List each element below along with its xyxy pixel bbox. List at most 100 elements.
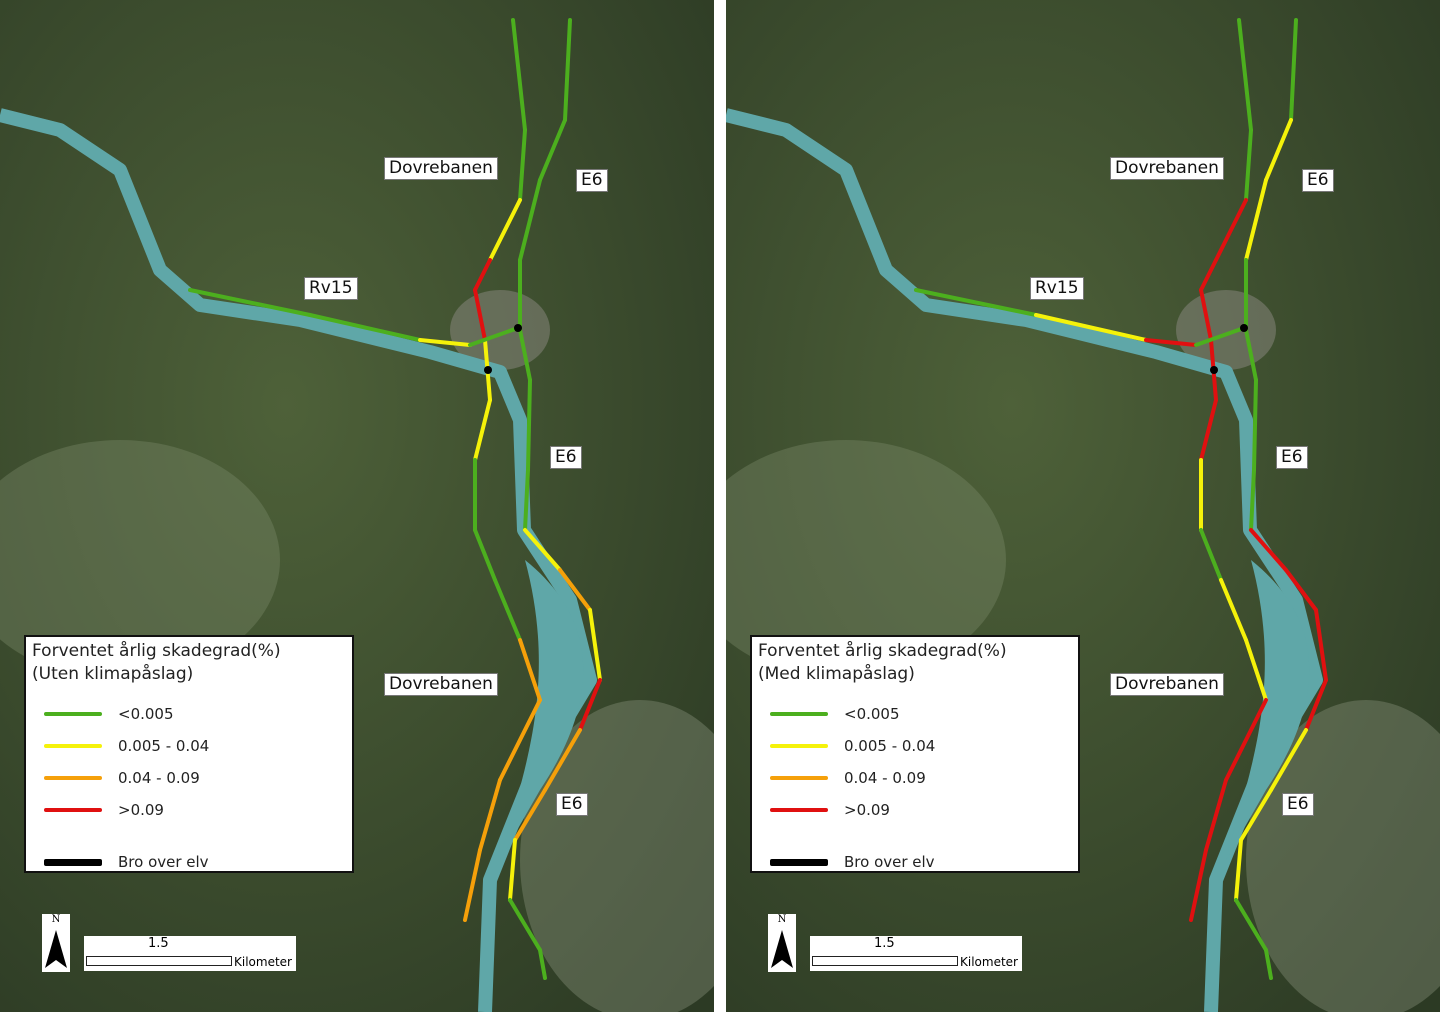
dovrebanen-segment (1199, 258, 1218, 292)
e6-segment (1239, 788, 1273, 842)
e6-segment (513, 788, 547, 842)
legend-swatch (44, 808, 102, 812)
legend-label: 0.04 - 0.09 (844, 769, 926, 787)
rock-slope (1246, 700, 1440, 1012)
e6-segment (523, 468, 530, 532)
legend: Forventet årlig skadegrad(%) (Uten klima… (24, 635, 354, 873)
scale-bar: 1.5 Kilometer (810, 936, 1022, 971)
river-wide (500, 560, 584, 860)
rv15-segment (308, 313, 422, 342)
e6-segment (558, 568, 592, 612)
label-dovrebanen-south: Dovrebanen (1110, 673, 1224, 696)
legend-subtitle: (Uten klimapåslag) (32, 664, 194, 684)
dovrebanen-segment (1244, 128, 1253, 202)
scale-bar-graphic (812, 956, 958, 966)
legend-swatch (44, 744, 102, 748)
north-arrow-icon (45, 930, 67, 968)
dovrebanen-segment (511, 18, 527, 132)
rock-slope (520, 700, 714, 1012)
legend-item: 0.04 - 0.09 (770, 769, 926, 787)
scale-value: 1.5 (874, 936, 895, 951)
legend-swatch (770, 744, 828, 748)
legend-subtitle: (Med klimapåslag) (758, 664, 915, 684)
bridge-marker (514, 324, 522, 332)
legend-swatch (44, 712, 102, 716)
legend-label: Bro over elv (844, 853, 935, 871)
e6-segment (1284, 568, 1318, 612)
dovrebanen-segment (518, 638, 542, 702)
rv15-segment (1194, 326, 1246, 347)
legend: Forventet årlig skadegrad(%) (Med klimap… (750, 635, 1080, 873)
dovrebanen-segment (488, 198, 522, 262)
e6-segment (518, 328, 532, 382)
legend-label: <0.005 (118, 705, 174, 723)
e6-segment (1264, 118, 1293, 182)
dovrebanen-segment (473, 258, 492, 292)
north-arrow: N (768, 914, 796, 972)
dovrebanen-segment (493, 578, 522, 642)
legend-label: 0.005 - 0.04 (844, 737, 936, 755)
dovrebanen-segment (1204, 778, 1228, 852)
e6-segment (1234, 898, 1268, 952)
label-dovrebanen-north: Dovrebanen (1110, 157, 1224, 180)
north-arrow: N (42, 914, 70, 972)
legend-label: >0.09 (844, 801, 890, 819)
legend-swatch (44, 858, 102, 866)
north-label: N (777, 914, 787, 925)
map-panel-without-climate: Dovrebanen E6 Rv15 E6 Dovrebanen E6 Forv… (0, 0, 714, 1012)
legend-label: Bro over elv (118, 853, 209, 871)
dovrebanen-segment (518, 128, 527, 202)
legend-item: >0.09 (44, 801, 164, 819)
e6-segment (1249, 468, 1256, 532)
e6-segment (1249, 528, 1288, 572)
label-dovrebanen-north: Dovrebanen (384, 157, 498, 180)
scale-unit: Kilometer (960, 955, 1018, 969)
legend-swatch (770, 776, 828, 780)
dovrebanen-segment (473, 398, 492, 462)
e6-segment (1314, 608, 1328, 682)
e6-segment (1304, 678, 1328, 732)
bridge-marker (1210, 366, 1218, 374)
label-e6-south: E6 (1282, 793, 1314, 816)
e6-segment (508, 838, 517, 902)
legend-swatch (770, 858, 828, 866)
rv15-segment (418, 338, 472, 347)
e6-segment (588, 608, 602, 682)
scale-bar: 1.5 Kilometer (84, 936, 296, 971)
rock-slope (726, 440, 1006, 680)
scale-bar-graphic (86, 956, 232, 966)
legend-label: 0.04 - 0.09 (118, 769, 200, 787)
e6-segment (543, 728, 582, 792)
legend-item: Bro over elv (770, 853, 935, 871)
dovrebanen-segment (463, 848, 482, 922)
legend-label: >0.09 (118, 801, 164, 819)
dovrebanen-segment (1189, 848, 1208, 922)
bridge-marker (484, 366, 492, 374)
label-dovrebanen-south: Dovrebanen (384, 673, 498, 696)
e6-segment (563, 18, 572, 122)
legend-title: Forventet årlig skadegrad(%) (32, 641, 281, 661)
legend-label: 0.005 - 0.04 (118, 737, 210, 755)
legend-title: Forventet årlig skadegrad(%) (758, 641, 1007, 661)
dovrebanen-segment (498, 698, 542, 782)
legend-label: <0.005 (844, 705, 900, 723)
rv15-segment (188, 288, 312, 317)
e6-segment (526, 378, 532, 472)
e6-segment (1269, 728, 1308, 792)
e6-segment (518, 178, 542, 262)
legend-item: <0.005 (770, 705, 900, 723)
dovrebanen-segment (1219, 578, 1248, 642)
e6-segment (523, 528, 562, 572)
e6-segment (1264, 948, 1273, 980)
rv15-segment (468, 326, 520, 347)
legend-swatch (770, 712, 828, 716)
label-e6-north: E6 (576, 169, 608, 192)
e6-segment (538, 118, 567, 182)
legend-item: 0.005 - 0.04 (44, 737, 209, 755)
dovrebanen-segment (1199, 398, 1218, 462)
label-rv15: Rv15 (304, 277, 358, 300)
legend-swatch (770, 808, 828, 812)
rv15-segment (1034, 313, 1148, 342)
label-e6-south: E6 (556, 793, 588, 816)
dovrebanen-segment (1237, 18, 1253, 132)
